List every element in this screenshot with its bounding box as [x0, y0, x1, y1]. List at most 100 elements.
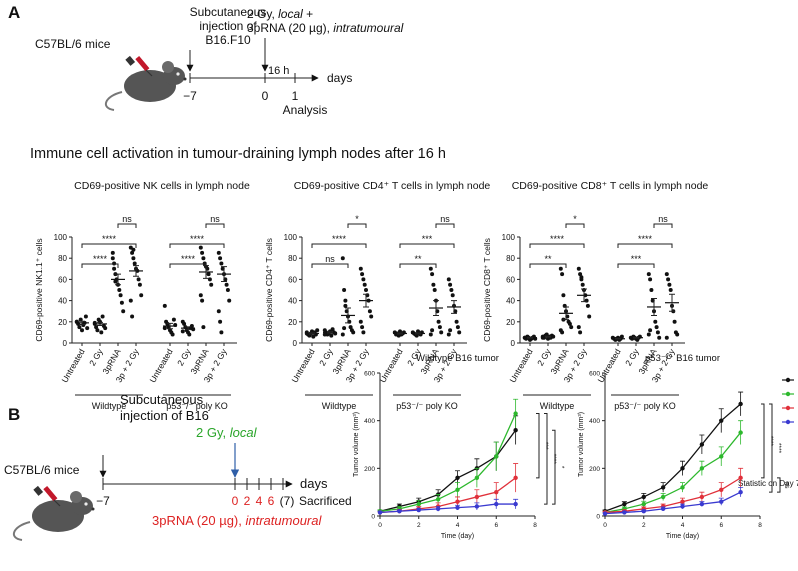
data-point — [95, 328, 100, 333]
data-point — [162, 326, 167, 331]
significance-bracket — [529, 243, 585, 248]
data-point — [360, 272, 365, 277]
significance-label: **** — [190, 234, 205, 244]
error-bar — [433, 300, 439, 316]
data-point — [655, 330, 660, 335]
timepoint: (7) — [280, 494, 295, 508]
significance-label: **** — [181, 254, 196, 264]
data-point — [578, 272, 583, 277]
y-tick-label: 600 — [589, 371, 600, 378]
significance-bracket — [169, 263, 207, 268]
timepoint: −7 — [96, 494, 110, 508]
x-axis-label: Time (day) — [666, 533, 699, 540]
data-point — [455, 499, 460, 504]
data-point — [654, 325, 659, 330]
significance-bracket — [311, 243, 367, 248]
significance-bracket — [769, 403, 773, 493]
significance-label: * — [573, 214, 577, 224]
statistics-note: Statistic on Day 7 — [738, 479, 798, 488]
series-line — [604, 491, 741, 515]
data-point — [361, 330, 366, 335]
data-point — [132, 261, 137, 266]
data-point — [367, 309, 372, 314]
y-axis-label: CD69-positive CD8⁺ T cells — [482, 238, 492, 342]
data-point — [340, 256, 345, 261]
data-point — [430, 272, 435, 277]
significance-label: ns — [325, 254, 335, 264]
data-point — [110, 256, 115, 261]
timepoint: 1 — [292, 89, 299, 103]
significance-label: **** — [767, 436, 774, 447]
x-tick-label: 4 — [681, 522, 685, 529]
data-point — [587, 314, 592, 319]
significance-bracket — [617, 263, 655, 268]
error-bar — [115, 273, 121, 286]
data-point — [513, 501, 518, 507]
data-point — [428, 266, 433, 271]
data-point — [369, 314, 374, 319]
data-point — [680, 499, 685, 504]
y-axis-label: CD69-positive CD4⁺ T cells — [264, 238, 274, 342]
data-point — [201, 256, 206, 261]
error-bar — [615, 337, 621, 340]
significance-bracket — [777, 477, 781, 493]
data-point — [454, 319, 459, 324]
data-point — [200, 250, 205, 255]
significance-label: **** — [332, 234, 347, 244]
data-point — [201, 325, 206, 330]
data-point — [446, 277, 451, 282]
mouse-icon — [104, 54, 188, 111]
data-point — [579, 275, 584, 280]
data-point — [435, 497, 441, 502]
treatment-text: 2 Gy, local + — [247, 7, 313, 21]
series-line — [379, 413, 517, 512]
data-point — [576, 325, 581, 330]
x-tick-label: 6 — [494, 522, 498, 529]
data-point — [206, 272, 211, 277]
significance-label: **** — [775, 443, 782, 454]
x-tick-label: 2 — [642, 522, 646, 529]
error-bar — [581, 288, 587, 303]
data-point — [513, 475, 518, 481]
significance-label: ns — [783, 482, 790, 490]
significance-bracket — [347, 223, 367, 228]
y-tick-label: 600 — [364, 371, 375, 378]
chart-title: Wildtype B16 tumor — [416, 353, 499, 364]
error-bar — [221, 266, 227, 283]
data-point — [340, 332, 345, 337]
data-point — [162, 303, 167, 308]
data-point — [117, 288, 122, 292]
data-point — [99, 330, 104, 335]
data-point — [448, 328, 453, 333]
data-point — [180, 329, 185, 334]
significance-bracket — [311, 263, 349, 268]
data-point — [322, 332, 327, 337]
data-point — [435, 506, 441, 512]
data-point — [457, 330, 462, 335]
data-point — [668, 288, 673, 292]
series-line — [379, 429, 517, 512]
data-point — [664, 272, 669, 277]
endpoint-label: Sacrificed — [299, 494, 352, 508]
data-point — [139, 293, 144, 298]
data-point — [567, 321, 572, 326]
data-point — [675, 332, 680, 337]
x-tick-label: 2 Gy — [535, 346, 553, 367]
data-point — [648, 328, 653, 333]
data-point — [360, 325, 365, 330]
x-tick-label: 0 — [378, 522, 382, 529]
section-heading: Immune cell activation in tumour-drainin… — [30, 146, 446, 162]
x-tick-label: Untreated — [377, 347, 404, 385]
data-point — [699, 501, 705, 507]
mouse-label: C57BL/6 mice — [35, 37, 111, 51]
axis-unit: days — [327, 71, 352, 85]
error-bar — [545, 335, 551, 338]
error-bar — [167, 322, 173, 330]
data-point — [216, 250, 221, 255]
data-point — [672, 319, 677, 324]
y-axis-label: Tumor volume (mm³) — [353, 412, 360, 477]
data-point — [198, 245, 203, 250]
x-tick-label: Untreated — [595, 347, 622, 385]
data-point — [343, 303, 348, 308]
